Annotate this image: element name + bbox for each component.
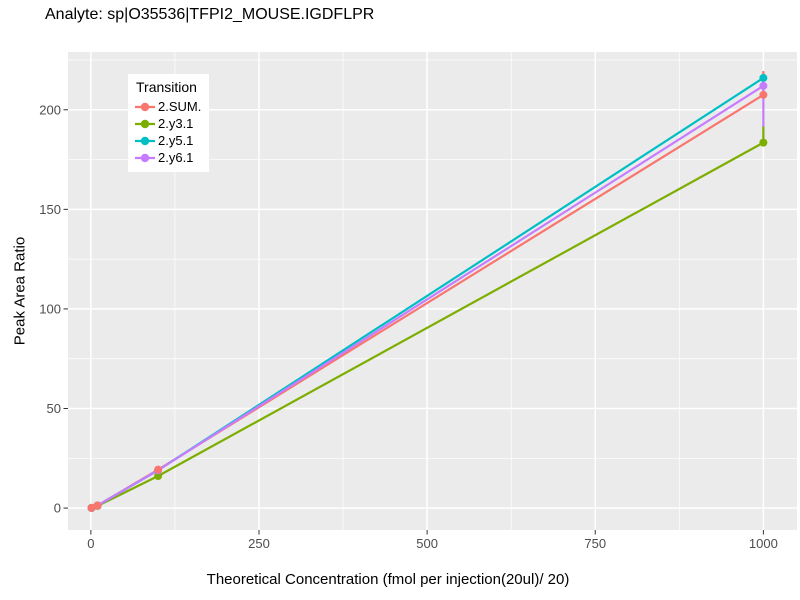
data-point-2.y5.1 bbox=[759, 73, 768, 82]
y-tick-label: 200 bbox=[39, 102, 61, 117]
legend: Transition 2.SUM. 2.y3.1 2.y5.1 2.y6.1 bbox=[128, 74, 210, 172]
x-tick-label: 1000 bbox=[749, 536, 778, 551]
legend-item: 2.y6.1 bbox=[134, 149, 201, 166]
legend-item: 2.y3.1 bbox=[134, 115, 201, 132]
y-tick-label: 150 bbox=[39, 202, 61, 217]
series-line-dot-icon bbox=[135, 102, 155, 111]
x-tick-label: 0 bbox=[87, 536, 94, 551]
data-point-2.SUM. bbox=[87, 503, 96, 512]
data-point-2.y6.1 bbox=[759, 81, 768, 90]
legend-item: 2.SUM. bbox=[134, 98, 201, 115]
x-tick-label: 250 bbox=[248, 536, 270, 551]
data-point-2.SUM. bbox=[759, 90, 768, 99]
legend-item-label: 2.y3.1 bbox=[158, 116, 194, 131]
y-axis-title: Peak Area Ratio bbox=[11, 236, 29, 346]
data-point-2.y3.1 bbox=[759, 138, 768, 147]
series-line-dot-icon bbox=[135, 153, 155, 162]
legend-item: 2.y5.1 bbox=[134, 132, 201, 149]
series-line-dot-icon bbox=[135, 119, 155, 128]
x-tick-label: 500 bbox=[416, 536, 438, 551]
x-axis-title: Theoretical Concentration (fmol per inje… bbox=[206, 571, 570, 588]
legend-item-label: 2.y6.1 bbox=[158, 150, 194, 165]
y-tick-label: 50 bbox=[47, 401, 61, 416]
data-point-2.y3.1 bbox=[154, 472, 163, 481]
data-point-2.SUM. bbox=[154, 465, 163, 474]
legend-item-label: 2.SUM. bbox=[158, 99, 202, 114]
y-tick-label: 100 bbox=[39, 301, 61, 316]
data-point-2.SUM. bbox=[93, 501, 102, 510]
series-line-dot-icon bbox=[135, 136, 155, 145]
legend-item-label: 2.y5.1 bbox=[158, 133, 194, 148]
legend-title: Transition bbox=[136, 79, 197, 95]
x-tick-label: 750 bbox=[584, 536, 606, 551]
y-tick-label: 0 bbox=[54, 501, 61, 516]
plot-title: Analyte: sp|O35536|TFPI2_MOUSE.IGDFLPR bbox=[45, 6, 375, 23]
